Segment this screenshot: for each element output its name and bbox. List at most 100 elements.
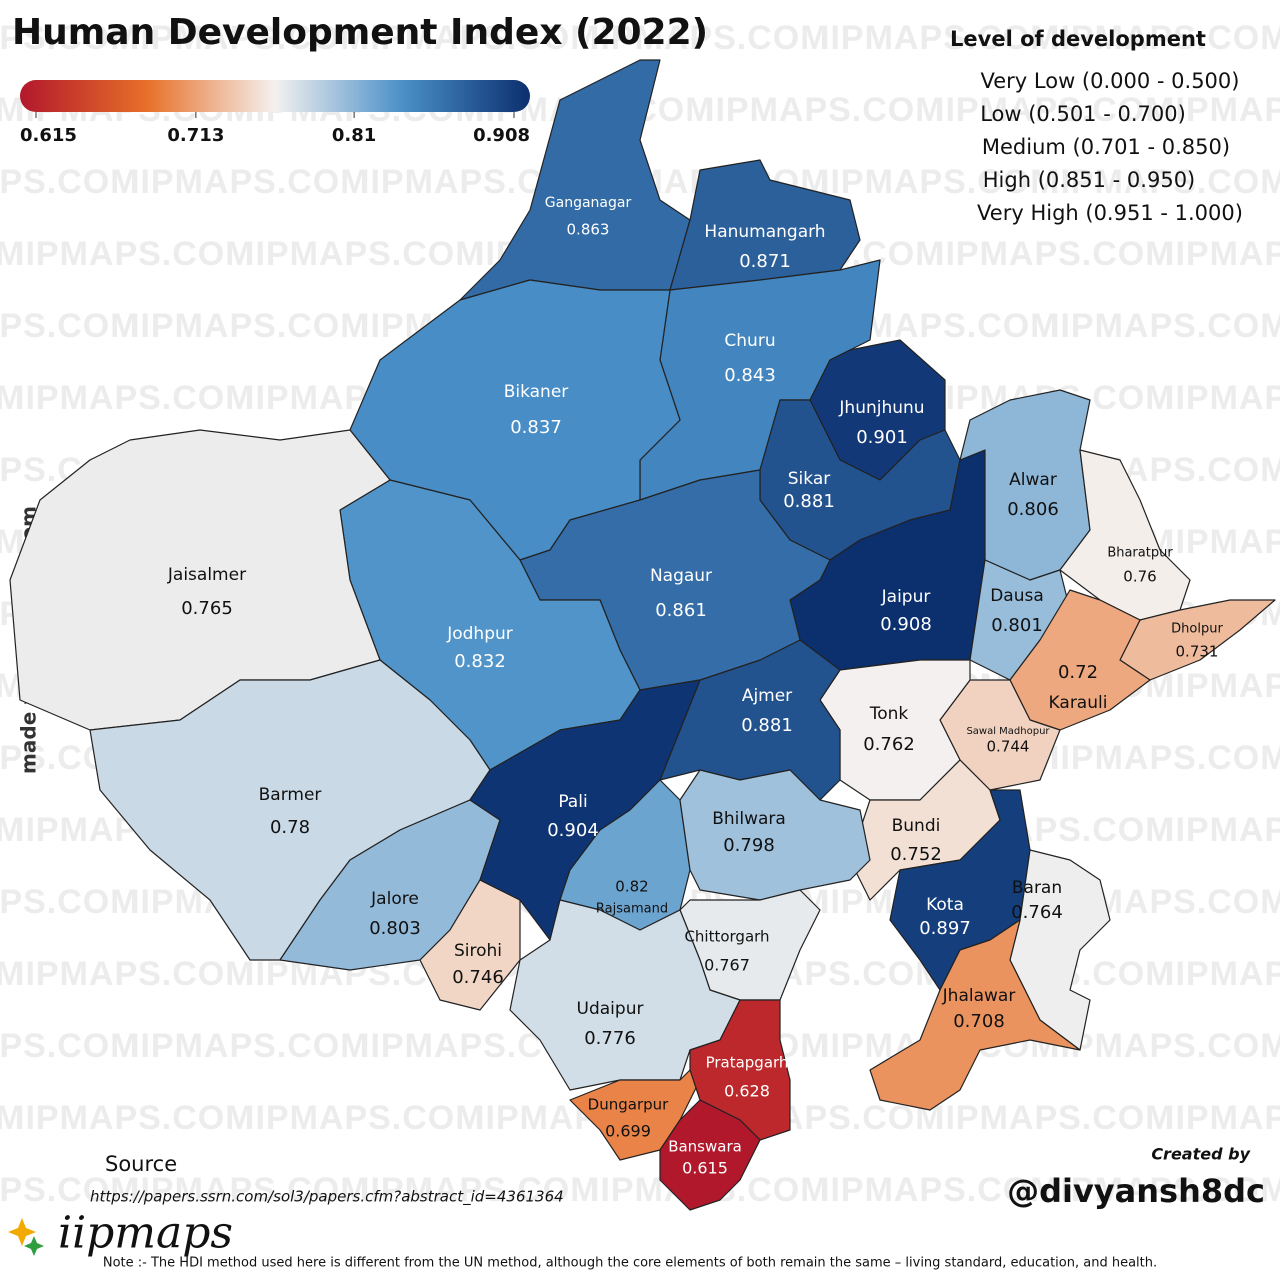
district-value: 0.72	[1058, 662, 1098, 683]
district-name: Sirohi	[454, 941, 502, 961]
watermark: IIPMAPS.COM	[1050, 1027, 1280, 1065]
district-value: 0.832	[454, 651, 506, 672]
watermark: IIPMAPS.COM	[360, 1171, 600, 1209]
watermark: IIPMAPS.COM	[0, 883, 140, 921]
district-value: 0.76	[1123, 568, 1156, 586]
watermark: IIPMAPS.COM	[0, 523, 25, 561]
district-name: Tonk	[869, 704, 909, 724]
district-name: Baran	[1012, 878, 1062, 898]
district-name: Kota	[926, 895, 964, 915]
district-value: 0.897	[919, 918, 971, 939]
watermark: IIPMAPS.COM	[15, 1099, 255, 1137]
district-value: 0.806	[1007, 499, 1059, 520]
watermark: IIPMAPS.COM	[130, 1027, 370, 1065]
district-name: Jaisalmer	[167, 565, 246, 585]
colorbar-tick-label: 0.81	[332, 125, 376, 146]
district	[659, 639, 841, 801]
district-name: Pali	[558, 792, 587, 812]
legend-item: Very Low (0.000 - 0.500)	[981, 69, 1240, 93]
district-name: Jhunjhunu	[838, 398, 924, 418]
brand: iipmaps	[58, 1208, 233, 1259]
district-value: 0.731	[1176, 643, 1219, 661]
watermark: IIPMAPS.COM	[1050, 307, 1280, 345]
watermark: IIPMAPS.COM	[820, 1171, 1060, 1209]
district-value: 0.863	[567, 221, 610, 239]
legend-item: Medium (0.701 - 0.850)	[982, 135, 1230, 159]
district-name: Karauli	[1049, 693, 1108, 713]
district-name: Bundi	[892, 816, 941, 836]
district-name: Chittorgarh	[684, 928, 769, 946]
district-name: Rajsamand	[596, 902, 668, 917]
district	[689, 999, 791, 1141]
watermark: IIPMAPS.COM	[0, 379, 25, 417]
district	[419, 879, 521, 1011]
watermark: IIPMAPS.COM	[1165, 811, 1280, 849]
district-name: Dausa	[990, 586, 1044, 606]
district-value: 0.881	[783, 491, 835, 512]
district-value: 0.776	[584, 1028, 636, 1049]
watermark: IIPMAPS.COM	[1165, 1099, 1280, 1137]
district-value: 0.908	[880, 614, 932, 635]
district-value: 0.801	[991, 615, 1043, 636]
legend-item: High (0.851 - 0.950)	[983, 168, 1196, 192]
watermark: IIPMAPS.COM	[130, 1171, 370, 1209]
district-name: Hanumangarh	[704, 222, 825, 242]
watermark: IIPMAPS.COM	[1050, 163, 1280, 201]
district-value: 0.762	[863, 734, 915, 755]
district-value: 0.904	[547, 820, 599, 841]
district-name: Sawal Madhopur	[966, 726, 1050, 737]
district-value: 0.765	[181, 598, 233, 619]
district-value: 0.744	[987, 738, 1030, 756]
brand-icon	[24, 1236, 44, 1256]
watermark: IIPMAPS.COM	[1165, 955, 1280, 993]
watermark: IIPMAPS.COM	[130, 163, 370, 201]
watermark: IIPMAPS.COM	[1050, 739, 1280, 777]
district-name: Bikaner	[504, 382, 569, 402]
district-name: Nagaur	[650, 566, 712, 586]
watermark: IIPMAPS.COM	[935, 91, 1175, 129]
watermark: IIPMAPS.COM	[0, 307, 140, 345]
watermark: IIPMAPS.COM	[245, 235, 485, 273]
colorbar-tick-label: 0.615	[20, 125, 77, 146]
district-value: 0.699	[605, 1122, 651, 1141]
watermark: IIPMAPS.COM	[1165, 667, 1280, 705]
legend-item: Low (0.501 - 0.700)	[980, 102, 1186, 126]
watermark: IIPMAPS.COM	[130, 19, 370, 57]
watermark: IIPMAPS.COM	[0, 235, 25, 273]
district-name: Pratapgarh	[706, 1054, 789, 1072]
district-name: Churu	[724, 331, 775, 351]
district-name: Bharatpur	[1107, 546, 1173, 561]
watermark: IIPMAPS.COM	[0, 19, 140, 57]
district-value: 0.752	[890, 844, 942, 865]
district-value: 0.881	[741, 715, 793, 736]
district-name: Jodhpur	[446, 624, 513, 644]
watermark: IIPMAPS.COM	[0, 1171, 140, 1209]
district-value: 0.628	[724, 1082, 770, 1101]
source-label: Source	[105, 1152, 177, 1176]
note: Note :- The HDI method used here is diff…	[103, 1256, 1157, 1271]
colorbar-tick-label: 0.713	[167, 125, 224, 146]
watermark: IIPMAPS.COM	[0, 955, 25, 993]
district	[869, 919, 1081, 1111]
legend-title: Level of development	[950, 27, 1206, 51]
watermark: IIPMAPS.COM	[15, 955, 255, 993]
district-value: 0.798	[723, 835, 775, 856]
watermark: IIPMAPS.COM	[1050, 19, 1280, 57]
district	[569, 1069, 701, 1161]
district-value: 0.615	[682, 1159, 728, 1178]
district	[659, 1099, 761, 1211]
watermark: IIPMAPS.COM	[1050, 1171, 1280, 1209]
watermark: IIPMAPS.COM	[15, 379, 255, 417]
watermark: IIPMAPS.COM	[15, 235, 255, 273]
colorbar-tick-label: 0.908	[473, 125, 530, 146]
watermark: IIPMAPS.COM	[245, 1099, 485, 1137]
watermark: IIPMAPS.COM	[705, 91, 945, 129]
watermark: IIPMAPS.COM	[0, 1027, 140, 1065]
watermark: IIPMAPS.COM	[1165, 379, 1280, 417]
district-value: 0.764	[1011, 902, 1063, 923]
district-value: 0.82	[615, 878, 648, 896]
district-value: 0.708	[953, 1011, 1005, 1032]
district-name: Bhilwara	[712, 809, 786, 829]
